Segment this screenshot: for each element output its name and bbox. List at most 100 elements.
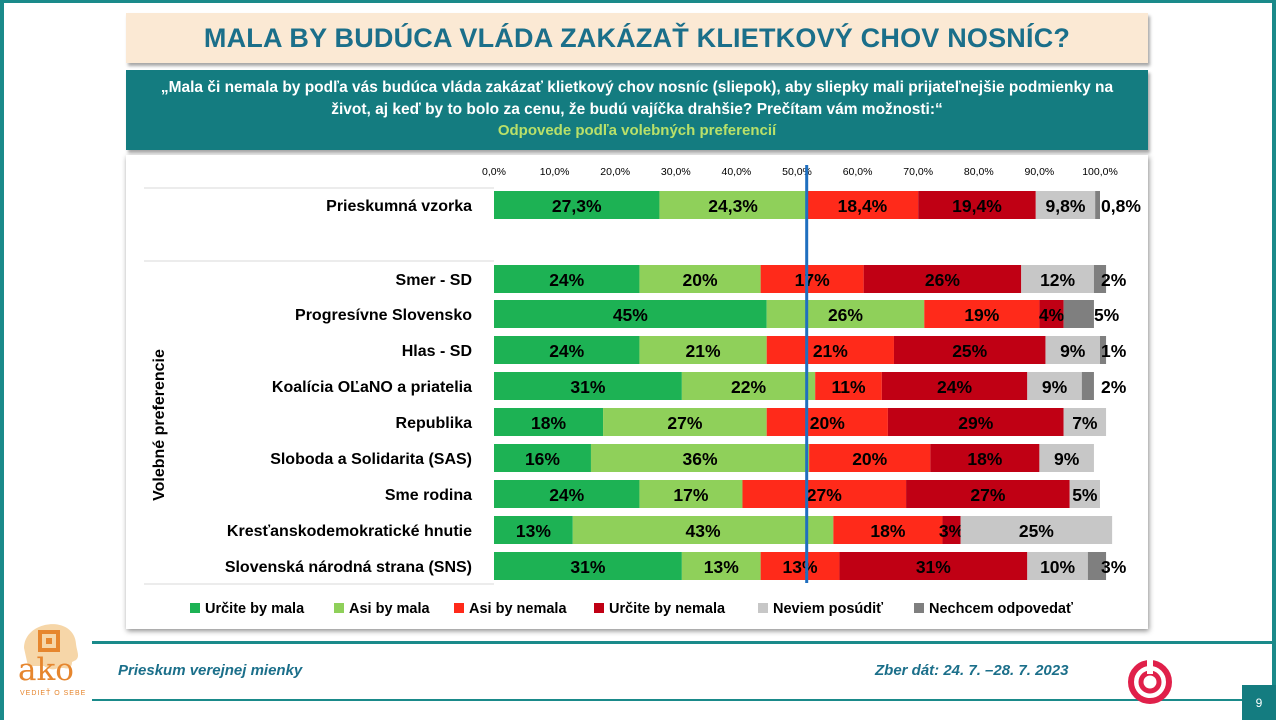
data-label: 7% (1072, 413, 1098, 433)
category-label: Kresťanskodemokratické hnutie (227, 523, 472, 540)
bar-segment (760, 552, 840, 580)
category-label: Slovenská národná strana (SNS) (225, 559, 472, 576)
bar-segment (572, 516, 834, 544)
data-label: 29% (958, 413, 993, 433)
bar-segment (806, 191, 919, 219)
x-tick-label: 0,0% (482, 166, 506, 178)
bar-row-5: Koalícia OĽaNO a priatelia 31% 22% 11% 24% 9%… (272, 372, 1127, 400)
data-label: 13% (783, 557, 818, 577)
bar-segment (639, 480, 743, 508)
bar-segment (887, 408, 1064, 436)
bar-row-2: Smer - SD 24% 20% 17% 26% 12% 2% (396, 265, 1127, 293)
category-label: Republika (396, 415, 473, 432)
bar-row-10: Slovenská národná strana (SNS) 31% 13% 13% 3… (225, 552, 1127, 580)
data-label: 13% (704, 557, 739, 577)
bar-segment (494, 191, 660, 219)
bar-segment (930, 444, 1040, 472)
data-label: 2% (1101, 377, 1127, 397)
bar-row-4: Hlas - SD 24% 21% 21% 25% 9% 1% (402, 336, 1127, 364)
x-tick-label: 50,0% (782, 166, 812, 178)
data-label: 20% (810, 413, 845, 433)
bar-segment (1039, 300, 1064, 328)
data-label: 5% (1072, 485, 1098, 505)
title-banner: MALA BY BUDÚCA VLÁDA ZAKÁZAŤ KLIETKOVÝ C… (126, 13, 1148, 63)
legend-item: Asi by mala (334, 601, 431, 617)
data-label: 45% (613, 305, 648, 325)
x-tick-label: 30,0% (661, 166, 691, 178)
bar-row-7: Sloboda a Solidarita (SAS) 16% 36% 20% 18% 9% (270, 444, 1094, 472)
legend-item: Určite by nemala (594, 601, 726, 617)
bar-row-9: Kresťanskodemokratické hnutie 13% 43% 18% 3%… (227, 516, 1113, 544)
data-label: 2% (1101, 270, 1127, 290)
data-label: 27,3% (552, 196, 602, 216)
bar-segment (1093, 265, 1107, 293)
ako-logo-tagline: VEDIEŤ O SEBE (20, 690, 87, 697)
bar-segment (960, 516, 1113, 544)
bar-segment (590, 444, 810, 472)
bar-segment (809, 444, 931, 472)
data-label: 4% (1039, 305, 1065, 325)
legend-swatch (758, 603, 768, 613)
legend-item: Asi by nemala (454, 601, 567, 617)
bar-segment (494, 516, 573, 544)
data-label: 24% (549, 341, 584, 361)
footer-divider (92, 641, 1272, 644)
bar-segment (924, 300, 1040, 328)
legend-item: Nechcem odpovedať (914, 601, 1073, 617)
bar-segment (1063, 300, 1094, 328)
data-label: 11% (831, 377, 865, 397)
page-number: 9 (1242, 685, 1276, 720)
data-label: 21% (686, 341, 721, 361)
chart-panel: 0,0% 10,0% 20,0% 30,0% 40,0% 50,0% 60,0% 70,0% 8… (126, 155, 1148, 629)
bar-segment (815, 372, 882, 400)
ako-logo-text: ako (18, 652, 74, 688)
data-label: 31% (570, 557, 605, 577)
legend-label: Neviem posúdiť (773, 601, 883, 617)
bar-segment (494, 265, 640, 293)
data-label: 17% (673, 485, 708, 505)
data-label: 25% (952, 341, 987, 361)
category-label: Smer - SD (396, 272, 472, 289)
bar-segment (1095, 191, 1100, 219)
bar-segment (1063, 408, 1107, 436)
data-label: 18% (531, 413, 566, 433)
category-label: Sloboda a Solidarita (SAS) (270, 451, 472, 468)
data-label: 13% (516, 521, 551, 541)
data-label: 9% (1060, 341, 1086, 361)
data-label: 3% (939, 521, 965, 541)
legend-swatch (594, 603, 604, 613)
bar-segment (1027, 552, 1088, 580)
data-label: 9% (1042, 377, 1068, 397)
bar-segment (1021, 265, 1094, 293)
bar-segment (1081, 372, 1094, 400)
frame-right (1272, 0, 1276, 720)
question-subtitle: Odpovede podľa volebných preferencií (497, 122, 777, 139)
data-label: 27% (970, 485, 1005, 505)
bar-segment (766, 408, 888, 436)
legend-swatch (334, 603, 344, 613)
bar-segment (681, 552, 761, 580)
bar-segment (639, 265, 761, 293)
bar-segment (494, 444, 591, 472)
bar-segment (766, 336, 894, 364)
x-tick-label: 100,0% (1082, 166, 1118, 178)
legend-label: Nechcem odpovedať (929, 601, 1073, 617)
legend-swatch (454, 603, 464, 613)
legend-label: Asi by nemala (469, 601, 567, 617)
bar-segment (1045, 336, 1100, 364)
bar-segment (742, 480, 907, 508)
category-label: Koalícia OĽaNO a priatelia (272, 379, 472, 396)
bar-segment (881, 372, 1028, 400)
data-label: 1% (1101, 341, 1127, 361)
data-label: 0,8% (1101, 196, 1141, 216)
footer-survey-label: Prieskum verejnej mienky (118, 662, 303, 679)
ako-head-icon (24, 624, 79, 670)
bar-segment (918, 191, 1036, 219)
data-label: 20% (683, 270, 718, 290)
bar-segment (906, 480, 1070, 508)
bar-segment (766, 300, 925, 328)
bar-segment (863, 265, 1022, 293)
bar-row-8: Sme rodina 24% 17% 27% 27% 5% (385, 480, 1100, 508)
data-label: 18,4% (838, 196, 888, 216)
x-tick-label: 10,0% (540, 166, 570, 178)
